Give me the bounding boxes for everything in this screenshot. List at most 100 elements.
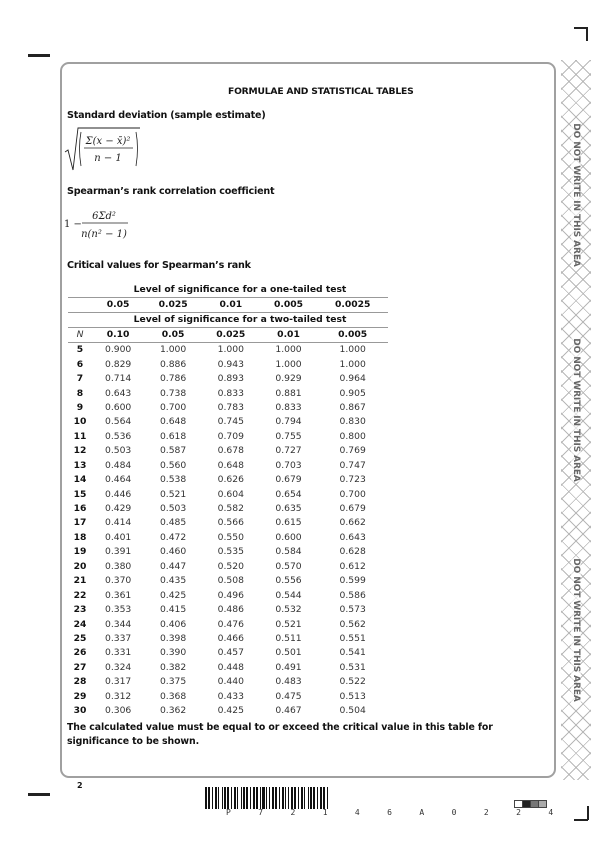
critical-value: 0.532 — [275, 604, 302, 616]
table-row: 29 0.312 0.368 0.433 0.475 0.513 — [68, 690, 388, 704]
row-n: 18 — [73, 531, 87, 543]
barcode-bar — [327, 787, 330, 809]
barcode-bar — [278, 787, 280, 809]
barcode-bar — [245, 787, 247, 809]
one-tailed-label-row: Level of significance for a one-tailed t… — [68, 283, 388, 298]
barcode-bar — [318, 787, 320, 809]
two-tailed-level: 0.10 — [92, 327, 145, 343]
barcode-bar — [205, 787, 208, 809]
critical-value: 0.486 — [217, 604, 244, 616]
critical-value: 0.324 — [104, 661, 132, 673]
barcode — [205, 787, 410, 809]
table-row: 30 0.306 0.362 0.425 0.467 0.504 — [68, 704, 388, 718]
critical-value: 0.700 — [339, 488, 366, 500]
table-row: 10 0.564 0.648 0.745 0.794 0.830 — [68, 415, 388, 429]
critical-value: 0.503 — [104, 445, 132, 457]
barcode-bar — [319, 787, 322, 809]
barcode-bar — [248, 787, 251, 809]
row-n: 19 — [73, 546, 87, 558]
barcode-bar — [226, 787, 228, 809]
critical-value: 0.678 — [217, 445, 244, 457]
critical-value: 0.484 — [104, 459, 132, 471]
two-tailed-level: 0.025 — [201, 327, 260, 343]
critical-value: 0.521 — [159, 488, 187, 500]
barcode-bar — [305, 787, 308, 809]
critical-value: 0.586 — [339, 589, 366, 601]
critical-value: 0.562 — [339, 618, 366, 630]
critical-value: 0.467 — [275, 705, 302, 717]
critical-value: 0.600 — [275, 531, 302, 543]
sd-denominator: n − 1 — [94, 153, 122, 164]
barcode-bar — [264, 787, 266, 809]
critical-value: 0.368 — [159, 690, 187, 702]
barcode-bar — [231, 787, 233, 809]
barcode-bar — [314, 787, 318, 809]
two-tailed-label: Level of significance for a two-tailed t… — [92, 312, 388, 328]
critical-value: 0.511 — [275, 632, 302, 644]
do-not-write-label: DO NOT WRITE IN THIS AREA — [571, 558, 581, 702]
critical-value: 0.491 — [275, 661, 302, 673]
barcode-bar — [302, 787, 304, 809]
critical-value: 0.331 — [104, 647, 132, 659]
spearman-numerator: 6Σd² — [92, 211, 116, 222]
table-row: 12 0.503 0.587 0.678 0.727 0.769 — [68, 444, 388, 458]
barcode-bar — [300, 787, 303, 809]
table-row: 7 0.714 0.786 0.893 0.929 0.964 — [68, 372, 388, 386]
barcode-bar — [257, 787, 260, 809]
barcode-bar — [256, 787, 258, 809]
n-column-header: N — [68, 327, 92, 343]
row-n: 26 — [73, 647, 87, 659]
critical-value: 0.485 — [159, 517, 187, 529]
barcode-bar — [255, 787, 256, 809]
row-n: 16 — [73, 503, 87, 515]
critical-value: 0.536 — [104, 430, 132, 442]
critical-value: 0.466 — [217, 632, 244, 644]
critical-value: 0.703 — [275, 459, 302, 471]
critical-value: 0.535 — [217, 546, 244, 558]
critical-value: 0.679 — [339, 503, 366, 515]
critical-value: 0.786 — [159, 373, 187, 385]
barcode-bar — [222, 787, 225, 809]
table-row: 24 0.344 0.406 0.476 0.521 0.562 — [68, 617, 388, 631]
barcode-bar — [326, 787, 328, 809]
barcode-bar — [259, 787, 261, 809]
critical-value: 0.398 — [159, 632, 187, 644]
barcode-bar — [224, 787, 227, 809]
critical-value: 0.783 — [217, 401, 244, 413]
row-n: 7 — [76, 373, 84, 385]
critical-value: 0.544 — [275, 589, 302, 601]
critical-value: 0.755 — [275, 430, 302, 442]
row-n: 30 — [73, 705, 87, 717]
row-n: 17 — [73, 517, 87, 529]
two-tailed-level: 0.05 — [144, 327, 202, 343]
critical-value: 0.709 — [217, 430, 244, 442]
one-tailed-level: 0.05 — [92, 297, 145, 313]
crop-mark-top-left — [28, 54, 50, 57]
barcode-bar — [208, 787, 210, 809]
barcode-bar — [276, 787, 279, 809]
barcode-bar — [286, 787, 289, 809]
critical-value: 0.391 — [104, 546, 132, 558]
critical-value: 0.353 — [104, 604, 132, 616]
table-row: 25 0.337 0.398 0.466 0.511 0.551 — [68, 632, 388, 646]
crop-mark-top-right — [586, 27, 588, 41]
barcode-bar — [212, 787, 215, 809]
barcode-bar — [232, 787, 234, 809]
row-n: 13 — [73, 459, 87, 471]
row-n: 21 — [73, 575, 87, 587]
critical-value: 0.648 — [217, 459, 244, 471]
critical-value: 0.612 — [339, 560, 366, 572]
barcode-bar — [324, 787, 327, 809]
row-n: 14 — [73, 474, 87, 486]
table-row: 19 0.391 0.460 0.535 0.584 0.628 — [68, 545, 388, 559]
critical-value: 0.513 — [339, 690, 366, 702]
critical-value: 0.573 — [339, 604, 366, 616]
critical-value: 0.496 — [217, 589, 244, 601]
critical-value: 0.626 — [217, 474, 244, 486]
critical-value: 0.446 — [104, 488, 132, 500]
barcode-bar — [270, 787, 272, 809]
crop-mark-bottom-right-h — [574, 819, 588, 821]
table-row: 11 0.536 0.618 0.709 0.755 0.800 — [68, 430, 388, 444]
critical-value: 0.833 — [217, 387, 244, 399]
barcode-bar — [293, 787, 295, 809]
